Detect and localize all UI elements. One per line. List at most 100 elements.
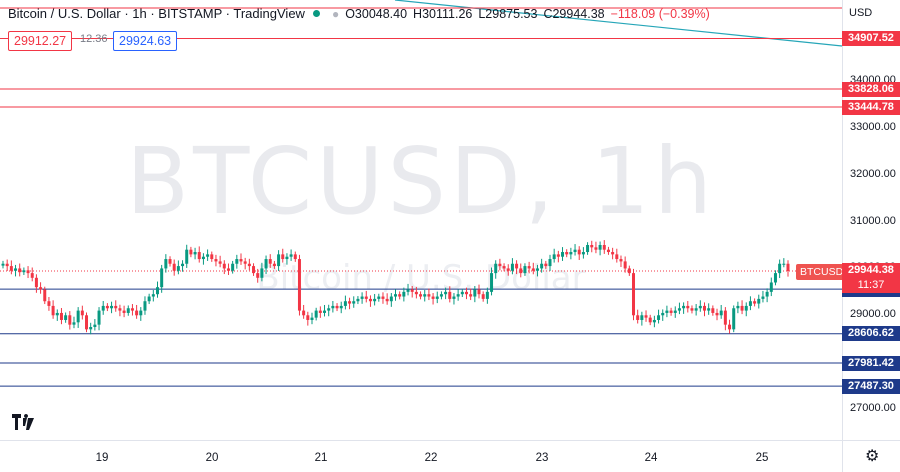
candle-body xyxy=(85,315,89,330)
candle-body xyxy=(235,259,239,264)
last-price-label[interactable]: 29944.38 xyxy=(842,263,900,279)
time-tick-label: 20 xyxy=(205,452,219,464)
settings-gear-icon[interactable]: ⚙ xyxy=(865,448,880,465)
price-axis[interactable] xyxy=(842,0,900,440)
candle-body xyxy=(669,310,673,313)
time-tick-label: 24 xyxy=(644,452,658,464)
candle-body xyxy=(93,324,97,327)
buy-button[interactable]: 29924.63 xyxy=(113,31,178,51)
candle-body xyxy=(778,263,782,274)
candle-body xyxy=(105,305,109,309)
time-tick-label: 23 xyxy=(535,452,549,464)
candle-body xyxy=(715,312,719,316)
candle-body xyxy=(652,319,656,323)
candle-body xyxy=(151,294,155,297)
resistance-price-label[interactable]: 33828.06 xyxy=(842,81,900,97)
candle-body xyxy=(506,268,510,271)
candle-body xyxy=(193,252,197,255)
candle-body xyxy=(226,268,230,271)
candle-body xyxy=(410,289,414,292)
candle-body xyxy=(59,312,63,320)
candle-body xyxy=(414,291,418,295)
candle-body xyxy=(364,296,368,299)
price-chart[interactable] xyxy=(0,0,842,440)
candle-body xyxy=(139,310,143,316)
candle-body xyxy=(247,263,251,267)
candle-body xyxy=(201,256,205,260)
resistance-price-label[interactable]: 33444.78 xyxy=(842,99,900,115)
candle-body xyxy=(619,259,623,262)
resistance-price-label[interactable]: 34907.52 xyxy=(842,30,900,46)
candle-body xyxy=(627,268,631,274)
candle-body xyxy=(72,322,76,325)
candle-body xyxy=(439,294,443,297)
candle-body xyxy=(231,263,235,271)
candle-body xyxy=(306,315,310,320)
candle-body xyxy=(252,266,256,274)
candle-body xyxy=(343,301,347,306)
sell-button[interactable]: 29912.27 xyxy=(8,31,73,51)
support-price-label[interactable]: 28606.62 xyxy=(842,326,900,342)
candle-body xyxy=(623,261,627,269)
tradingview-logo-icon[interactable] xyxy=(12,414,34,436)
candle-body xyxy=(398,294,402,297)
support-price-label[interactable]: 27487.30 xyxy=(842,378,900,394)
candle-body xyxy=(5,263,9,267)
candle-body xyxy=(661,312,665,316)
price-tick-label: 31000.00 xyxy=(850,214,896,227)
candle-body xyxy=(39,287,43,290)
candle-body xyxy=(289,254,293,257)
candle-body xyxy=(535,268,539,271)
candle-body xyxy=(753,301,757,304)
candle-body xyxy=(360,296,364,299)
candle-body xyxy=(43,289,47,302)
candle-body xyxy=(477,289,481,295)
candle-body xyxy=(644,315,648,318)
symbol-title[interactable]: Bitcoin / U.S. Dollar · 1h · BITSTAMP · … xyxy=(8,6,305,21)
candle-body xyxy=(394,294,397,297)
candle-body xyxy=(118,308,122,311)
candle-body xyxy=(490,273,494,292)
candle-body xyxy=(577,249,581,255)
candle-body xyxy=(707,308,711,311)
candle-body xyxy=(34,277,38,288)
candle-body xyxy=(573,249,577,253)
candle-body xyxy=(765,291,769,297)
support-price-label[interactable]: 27981.42 xyxy=(842,355,900,371)
candle-body xyxy=(218,261,222,264)
candle-body xyxy=(673,310,677,313)
candle-body xyxy=(1,263,5,266)
candle-body xyxy=(723,310,727,325)
ohlc-low: L29875.53 xyxy=(478,6,538,21)
candle-body xyxy=(744,305,748,311)
candle-body xyxy=(110,305,114,309)
candle-body xyxy=(464,291,468,295)
candle-body xyxy=(293,254,297,260)
chart-area[interactable]: BTCUSD, 1h Bitcoin / U.S. Dollar xyxy=(0,0,842,440)
time-axis[interactable] xyxy=(0,440,842,472)
candle-body xyxy=(657,315,661,320)
candle-body xyxy=(80,310,84,316)
candle-body xyxy=(9,266,13,271)
candle-body xyxy=(385,298,389,302)
candle-body xyxy=(302,310,306,316)
candle-body xyxy=(373,298,377,302)
candle-body xyxy=(682,305,686,309)
candle-body xyxy=(214,259,218,262)
candle-body xyxy=(481,294,485,299)
candle-body xyxy=(594,247,598,250)
candle-body xyxy=(122,310,126,313)
eye-icon[interactable]: ● xyxy=(331,6,340,21)
candle-body xyxy=(510,263,514,271)
currency-label[interactable]: USD xyxy=(849,7,873,19)
symbol-line-tag: BTCUSD xyxy=(796,264,848,280)
candle-body xyxy=(402,291,406,297)
candle-body xyxy=(26,270,30,274)
candle-body xyxy=(485,291,489,299)
spread-value: 12.36 xyxy=(80,33,108,45)
candle-body xyxy=(469,294,473,297)
candle-body xyxy=(272,263,276,267)
candle-body xyxy=(314,310,318,318)
candle-body xyxy=(611,252,615,255)
candle-body xyxy=(748,301,752,306)
